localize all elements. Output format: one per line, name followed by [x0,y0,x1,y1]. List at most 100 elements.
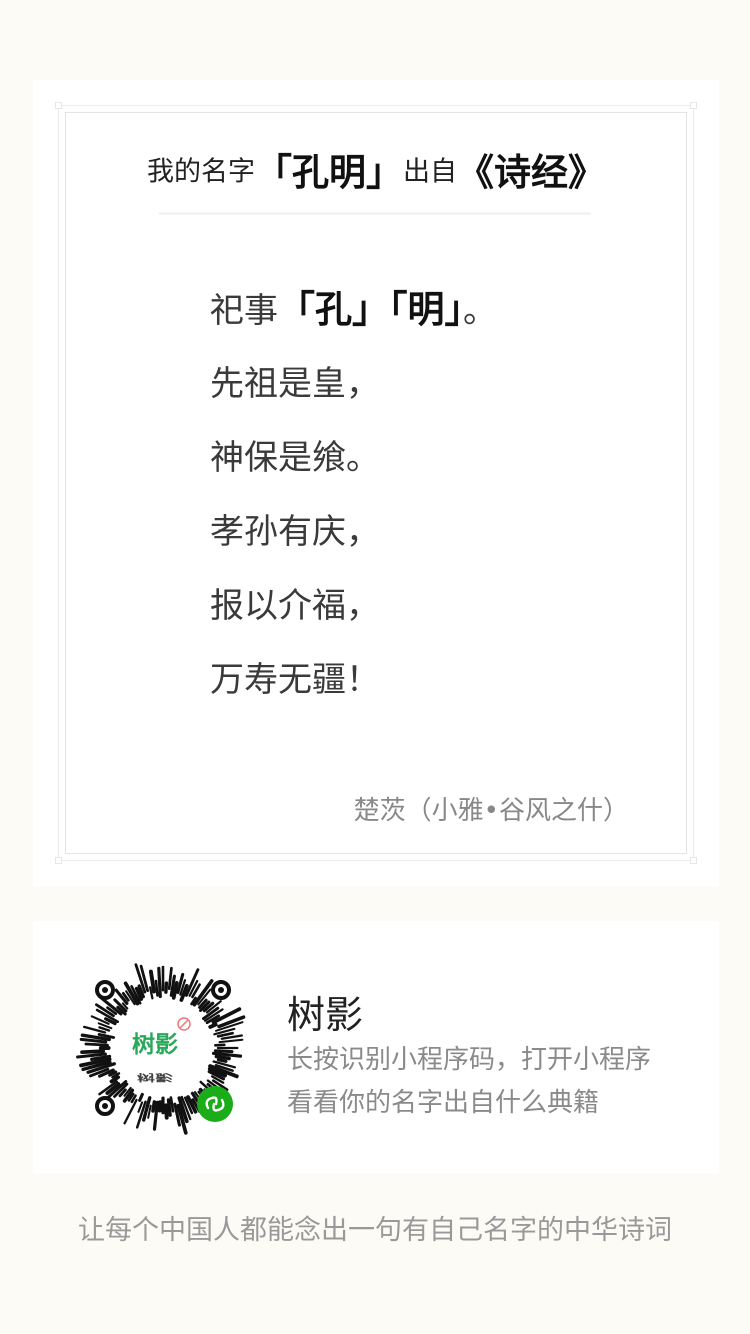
qr-code-graphic: 树影 树影 [76,963,246,1135]
poem-line: 万寿无疆！ [210,660,380,700]
qr-code-segment [123,1098,138,1125]
qr-code-segment [173,1102,181,1127]
qr-code-segment [148,986,154,1000]
poem-source: 楚茨（小雅•谷风之什） [353,796,629,826]
qr-code-segment [86,1062,116,1074]
qr-code-segment [217,1015,246,1029]
qr-code-segment [177,1096,189,1124]
qr-code-segment [97,1022,113,1030]
poem-text: 祀事「孔」「明」。 先祖是皇， 神保是飨。 孝孙有庆， 报以介福， 万寿无疆！ [210,291,497,736]
qr-code-segment [167,966,173,991]
qr-code-segment [122,1088,135,1103]
poem-highlight-char: 「明」 [389,288,463,331]
qr-code-segment [123,1086,132,1097]
miniprogram-promo: 树影 树影 树影 长按识别小程序码，打开小程序 看看你的名字出自什么典籍 [33,921,719,1173]
footer-slogan: 让每个中国人都能念出一句有自己名字的中华诗词 [78,1215,672,1246]
qr-code-segment [147,1104,152,1119]
qr-code-segment [106,1080,128,1100]
qr-code-segment [202,1001,215,1013]
qr-code-segment [166,1098,172,1117]
qr-code-segment [134,986,144,1001]
poem-line: 先祖是皇， [210,364,380,404]
qr-code-segment [208,1064,239,1079]
qr-code-segment [135,1100,147,1129]
qr-code-segment [184,968,200,997]
qr-code-segment [141,1096,152,1122]
qr-code-segment [216,1031,234,1038]
qr-code-segment [157,1100,163,1113]
qr-code-segment [152,1100,159,1131]
title-book: 《诗经》 [457,151,605,194]
qr-code-segment [180,1095,192,1121]
poem-line-suffix: 。 [463,291,497,331]
result-card: 我的名字「孔明」出自《诗经》 祀事「孔」「明」。 先祖是皇， 神保是飨。 孝孙有… [33,80,719,886]
qr-code-segment [169,974,176,997]
qr-code-segment [90,1015,110,1025]
qr-code-segment [190,996,197,1006]
qr-code-segment [88,1067,110,1078]
qr-code-segment [191,983,201,999]
qr-code-segment [214,1054,231,1061]
qr-code-segment [98,1080,118,1096]
qr-code-segment [211,1007,242,1025]
qr-code-segment [108,1070,118,1077]
poem-line: 报以介福， [210,586,380,626]
qr-finder-markers [95,980,231,1116]
qr-code-segment [79,1057,112,1068]
qr-code-segment [218,1038,244,1044]
qr-code-segment [151,1100,157,1113]
qr-code-segment [121,992,130,1002]
app-name: 树影 [287,993,364,1037]
qr-code-segment [176,1103,188,1135]
qr-code-segment [211,1079,229,1091]
qr-code-segment [130,1094,137,1104]
qr-code-segment [208,1022,218,1029]
qr-code-segment [114,988,129,1005]
qr-code-segment [148,969,156,994]
frame-corner-bottom-left [55,857,62,864]
qr-code-segment [176,972,185,995]
qr-code-segment [97,1032,116,1039]
decorative-frame-inner [65,112,687,854]
miniprogram-qr-code[interactable]: 树影 树影 [69,954,257,1142]
qr-code-segment [137,984,145,999]
qr-code-segment [137,1101,144,1113]
qr-code-segment [205,1014,221,1025]
frame-corner-bottom-right [690,857,697,864]
qr-code-segment [98,1026,111,1032]
poem-line: 孝孙有庆， [210,512,380,552]
qr-code-segment [138,1092,144,1102]
qr-code-segment [171,981,179,1000]
qr-code-segment [125,990,136,1006]
qr-code-segment [90,1054,112,1062]
qr-code-segment [169,1096,175,1113]
poem-line-prefix: 祀事 [210,291,278,331]
qr-code-segment [213,1049,234,1054]
qr-code-segment [188,979,199,997]
poem-line: 神保是飨。 [210,438,380,478]
poem-highlight-char: 「孔」 [278,288,389,331]
decorative-frame-outer [58,105,694,861]
qr-code-segment [127,1092,135,1102]
qr-code-segment [207,1066,227,1078]
desc-line: 看看你的名字出自什么典籍 [287,1088,600,1118]
qr-code-segment [84,1042,109,1047]
qr-code-segment [192,979,214,1007]
qr-code-segment [118,1088,127,1098]
qr-code-segment [214,1043,226,1047]
qr-code-segment [202,1006,220,1021]
qr-code-segment [186,1095,198,1114]
qr-code-segment [139,964,149,992]
qr-code-segment [199,1000,211,1012]
qr-code-segment [164,1103,169,1120]
qr-code-segment [113,1082,129,1098]
qr-code-segment [109,1075,120,1084]
qr-code-segment [205,1000,222,1014]
miniprogram-description: 长按识别小程序码，打开小程序 看看你的名字出自什么典籍 [287,1039,651,1125]
qr-code-segment [123,981,140,1006]
frame-corner-top-right [690,102,697,109]
qr-code-segment [95,1008,120,1024]
title-divider [159,212,591,215]
qr-code-segment [79,1037,108,1044]
qr-code-segment [105,1082,121,1095]
